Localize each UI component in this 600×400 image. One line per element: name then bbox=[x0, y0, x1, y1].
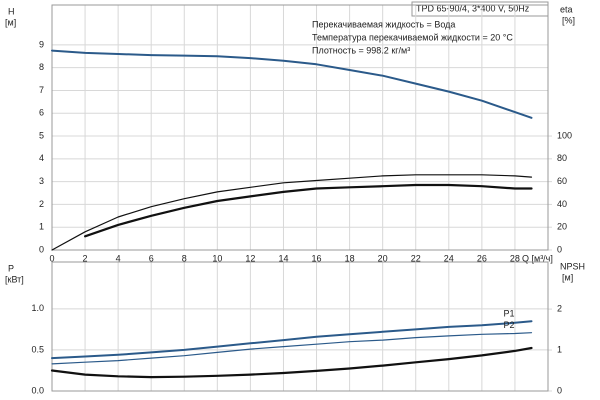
header: TPD 65-90/4, 3*400 V, 50Hz bbox=[416, 3, 530, 13]
curve bbox=[51, 174, 533, 251]
y-tick-label: 7 bbox=[39, 85, 44, 95]
y-label: H bbox=[8, 6, 15, 16]
y2-unit: [%] bbox=[562, 15, 575, 25]
x-tick-label: 14 bbox=[278, 253, 288, 263]
x-tick-label: 18 bbox=[345, 253, 355, 263]
y2-label: NPSH bbox=[560, 261, 585, 271]
y2-label: eta bbox=[560, 4, 573, 14]
x-tick-label: 28 bbox=[510, 253, 520, 263]
y2-tick-label: 100 bbox=[557, 130, 572, 140]
x-tick-label: 8 bbox=[182, 253, 187, 263]
y-tick-label: 6 bbox=[39, 108, 44, 118]
x-label: Q [м³/ч] bbox=[522, 253, 553, 263]
y-tick-label: 0 bbox=[39, 244, 44, 254]
y-tick-label: 1 bbox=[39, 222, 44, 232]
curve bbox=[51, 320, 533, 360]
y2-tick-label: 1 bbox=[557, 344, 562, 354]
x-tick-label: 4 bbox=[116, 253, 121, 263]
y-tick-label: 0.0 bbox=[31, 385, 44, 395]
curve bbox=[51, 49, 533, 119]
curve-label: P1 bbox=[503, 309, 514, 319]
x-tick-label: 0 bbox=[49, 253, 54, 263]
y-tick-label: 8 bbox=[39, 62, 44, 72]
plot-frame bbox=[51, 261, 549, 392]
y2-tick-label: 2 bbox=[557, 303, 562, 313]
y-tick-label: 2 bbox=[39, 199, 44, 209]
y2-tick-label: 0 bbox=[557, 385, 562, 395]
plot-frame bbox=[51, 4, 549, 251]
y-tick-label: 3 bbox=[39, 176, 44, 186]
y-tick-label: 4 bbox=[39, 153, 44, 163]
y-tick-label: 5 bbox=[39, 130, 44, 140]
annotation: Температура перекачиваемой жидкости = 20… bbox=[312, 32, 513, 42]
x-tick-label: 2 bbox=[83, 253, 88, 263]
x-tick-label: 20 bbox=[378, 253, 388, 263]
y-tick-label: 0.5 bbox=[31, 344, 44, 354]
x-tick-label: 12 bbox=[245, 253, 255, 263]
y2-tick-label: 0 bbox=[557, 244, 562, 254]
x-tick-label: 24 bbox=[444, 253, 454, 263]
x-tick-label: 26 bbox=[477, 253, 487, 263]
y-unit: [м] bbox=[5, 17, 16, 27]
y2-tick-label: 20 bbox=[557, 222, 567, 232]
curve bbox=[50, 346, 533, 379]
curve-label: P2 bbox=[503, 320, 514, 330]
x-tick-label: 10 bbox=[212, 253, 222, 263]
y-label: P bbox=[8, 263, 14, 273]
annotation: Перекачиваемая жидкость = Вода bbox=[312, 19, 455, 29]
y2-unit: [м] bbox=[562, 272, 573, 282]
y-unit: [кВт] bbox=[5, 274, 24, 284]
x-tick-label: 16 bbox=[312, 253, 322, 263]
x-tick-label: 22 bbox=[411, 253, 421, 263]
curve bbox=[51, 332, 533, 365]
y2-tick-label: 80 bbox=[557, 153, 567, 163]
y-tick-label: 1.0 bbox=[31, 303, 44, 313]
x-tick-label: 6 bbox=[149, 253, 154, 263]
annotation: Плотность = 998.2 кг/м³ bbox=[312, 45, 410, 55]
y2-tick-label: 60 bbox=[557, 176, 567, 186]
y-tick-label: 9 bbox=[39, 39, 44, 49]
curve bbox=[84, 183, 533, 238]
y2-tick-label: 40 bbox=[557, 199, 567, 209]
